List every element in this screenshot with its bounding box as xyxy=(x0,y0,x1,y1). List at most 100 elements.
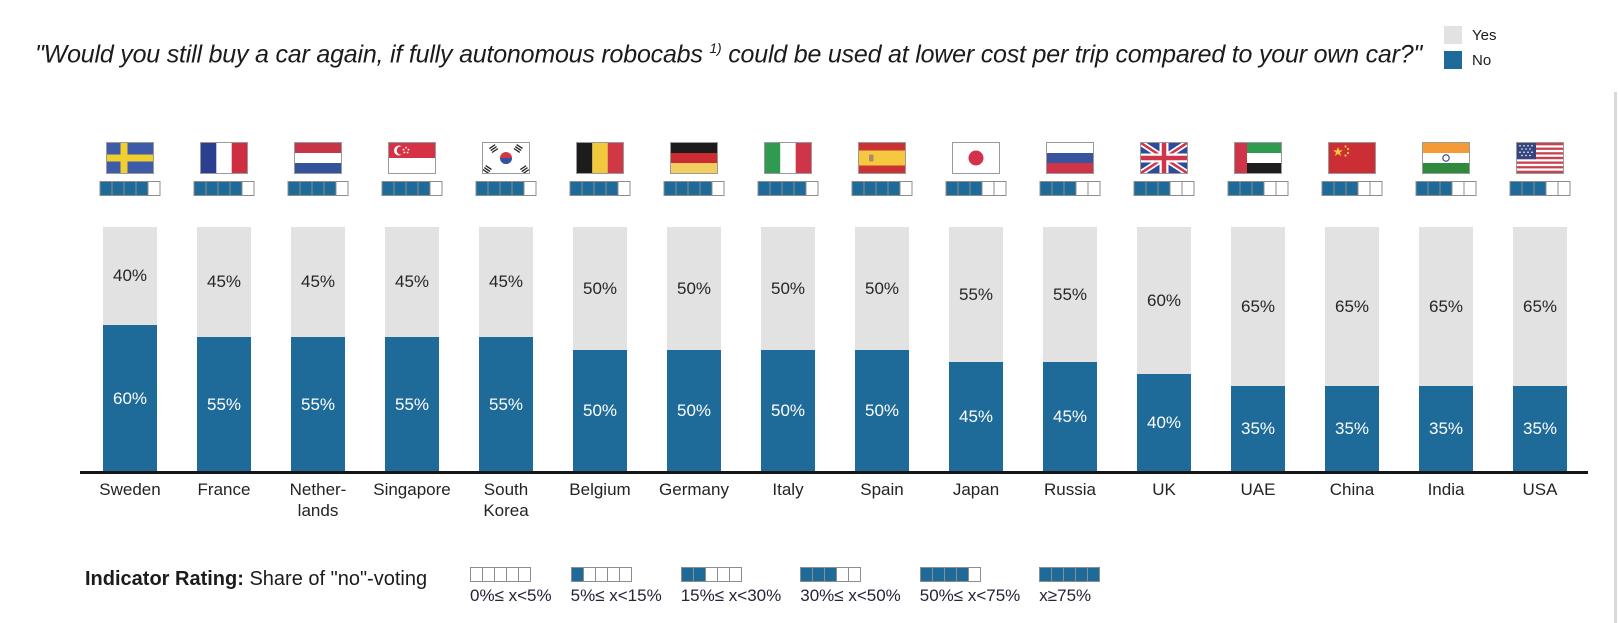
country-label-line: South xyxy=(483,480,529,499)
yes-value: 45% xyxy=(300,272,336,291)
no-value: 45% xyxy=(958,407,994,426)
indicator-rating xyxy=(99,181,161,196)
no-segment: 55% xyxy=(385,337,439,472)
france-flag-icon xyxy=(200,142,248,174)
indicator-rating-legend: 0%≤ x<5% 5%≤ x<15% 15%≤ x<30% 30%≤ x<50% 50%… xyxy=(470,567,1101,606)
country-column-france: 45% 55% France xyxy=(177,0,271,623)
indicator-square xyxy=(147,181,161,196)
yes-segment: 45% xyxy=(291,227,345,337)
indicator-rating xyxy=(1227,181,1289,196)
indicator-square xyxy=(1181,181,1195,196)
indicator-bin: 5%≤ x<15% xyxy=(570,567,662,606)
no-segment: 55% xyxy=(291,337,345,472)
stacked-bar: 45% 55% xyxy=(385,227,439,472)
indicator-rating-heading-rest: Share of "no"-voting xyxy=(243,568,428,590)
indicator-bin-squares xyxy=(570,567,632,582)
yes-value: 55% xyxy=(958,284,994,304)
yes-segment: 50% xyxy=(573,227,627,350)
stacked-bar: 55% 45% xyxy=(949,227,1003,472)
no-value: 35% xyxy=(1428,419,1464,438)
indicator-rating-heading-bold: Indicator Rating: xyxy=(85,568,244,590)
yes-value: 65% xyxy=(1240,296,1276,316)
yes-segment: 45% xyxy=(385,227,439,337)
yes-segment: 50% xyxy=(761,227,815,350)
japan-flag-icon xyxy=(952,142,1000,174)
uae-flag-icon xyxy=(1234,142,1282,174)
no-segment: 45% xyxy=(1043,362,1097,472)
indicator-bin: 0%≤ x<5% xyxy=(470,567,552,606)
country-column-russia: 55% 45% Russia xyxy=(1023,0,1117,623)
no-segment: 35% xyxy=(1231,386,1285,472)
indicator-rating xyxy=(1509,181,1571,196)
indicator-bin-label: 50%≤ x<75% xyxy=(919,586,1021,605)
no-segment: 35% xyxy=(1419,386,1473,472)
country-label-line: Singapore xyxy=(373,480,451,499)
indicator-rating xyxy=(193,181,255,196)
stacked-bar: 45% 55% xyxy=(479,227,533,472)
stacked-bar: 65% 35% xyxy=(1325,227,1379,472)
indicator-square xyxy=(429,181,443,196)
indicator-square xyxy=(1087,181,1101,196)
country-column-sweden: 40% 60% Sweden xyxy=(83,0,177,623)
china-flag-icon xyxy=(1328,142,1376,174)
no-segment: 60% xyxy=(103,325,157,472)
stacked-bar: 55% 45% xyxy=(1043,227,1097,472)
yes-segment: 50% xyxy=(667,227,721,350)
country-label-line: India xyxy=(1427,480,1465,499)
indicator-rating xyxy=(663,181,725,196)
south-korea-flag-icon xyxy=(482,142,530,174)
yes-value: 50% xyxy=(770,278,806,298)
yes-value: 45% xyxy=(488,272,524,291)
legend-no-label: No xyxy=(1472,51,1492,69)
country-column-japan: 55% 45% Japan xyxy=(929,0,1023,623)
uk-flag-icon xyxy=(1140,142,1188,174)
stacked-bar: 50% 50% xyxy=(855,227,909,472)
yes-value: 50% xyxy=(676,278,712,298)
no-segment: 50% xyxy=(855,350,909,472)
indicator-bin-label: x≥75% xyxy=(1039,586,1092,605)
stacked-bar: 65% 35% xyxy=(1513,227,1567,472)
germany-flag-icon xyxy=(670,142,718,174)
indicator-square xyxy=(1557,181,1571,196)
indicator-rating xyxy=(381,181,443,196)
indicator-rating xyxy=(1133,181,1195,196)
no-value: 50% xyxy=(770,401,806,420)
indicator-square xyxy=(523,181,537,196)
yes-segment: 45% xyxy=(479,227,533,337)
country-label-line: Japan xyxy=(952,480,1000,499)
indicator-square xyxy=(518,567,531,582)
title-text-end: could be used at lower cost per trip com… xyxy=(721,40,1423,69)
indicator-bin-squares xyxy=(470,567,531,582)
indicator-rating xyxy=(569,181,631,196)
country-label: USA xyxy=(1493,479,1587,500)
indicator-square xyxy=(711,181,725,196)
no-segment: 50% xyxy=(761,350,815,472)
country-label-line: Korea xyxy=(483,501,529,520)
x-axis-line xyxy=(80,471,1588,474)
stacked-bar: 65% 35% xyxy=(1419,227,1473,472)
country-label: Belgium xyxy=(553,479,647,500)
no-segment: 35% xyxy=(1325,386,1379,472)
legend-item-yes: Yes xyxy=(1444,26,1496,44)
yes-value: 45% xyxy=(394,272,430,291)
russia-flag-icon xyxy=(1046,142,1094,174)
country-label-line: France xyxy=(197,480,251,499)
yes-swatch-icon xyxy=(1444,26,1462,44)
indicator-bin: 50%≤ x<75% xyxy=(919,567,1021,606)
country-column-italy: 50% 50% Italy xyxy=(741,0,835,623)
country-label: India xyxy=(1399,479,1493,500)
country-column-singapore: 45% 55% Singapore xyxy=(365,0,459,623)
indicator-rating xyxy=(1321,181,1383,196)
indicator-bin-label: 30%≤ x<50% xyxy=(800,586,901,605)
no-value: 35% xyxy=(1522,419,1558,438)
indicator-bin-label: 0%≤ x<5% xyxy=(470,586,552,605)
no-segment: 50% xyxy=(573,350,627,472)
indicator-bin: x≥75% xyxy=(1039,567,1101,606)
stacked-bar: 45% 55% xyxy=(291,227,345,472)
indicator-bin-label: 15%≤ x<30% xyxy=(680,586,782,605)
indicator-rating xyxy=(757,181,819,196)
country-label: Sweden xyxy=(83,479,177,500)
indicator-bin-squares xyxy=(1039,567,1101,582)
yes-value: 40% xyxy=(112,266,148,285)
yes-segment: 60% xyxy=(1137,227,1191,374)
